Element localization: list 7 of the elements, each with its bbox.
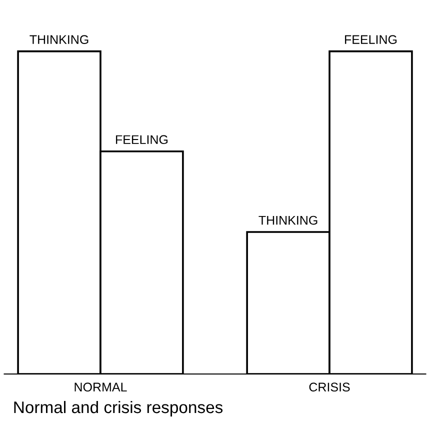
x-tick-label: CRISIS: [309, 382, 350, 392]
text: THINKING: [258, 216, 318, 225]
text: Normal and crisis responses: [14, 400, 223, 416]
x-tick-label: NORMAL: [74, 382, 127, 392]
series-label: FEELING: [345, 35, 397, 44]
text: FEELING: [116, 135, 168, 144]
series-label: THINKING: [30, 35, 88, 44]
